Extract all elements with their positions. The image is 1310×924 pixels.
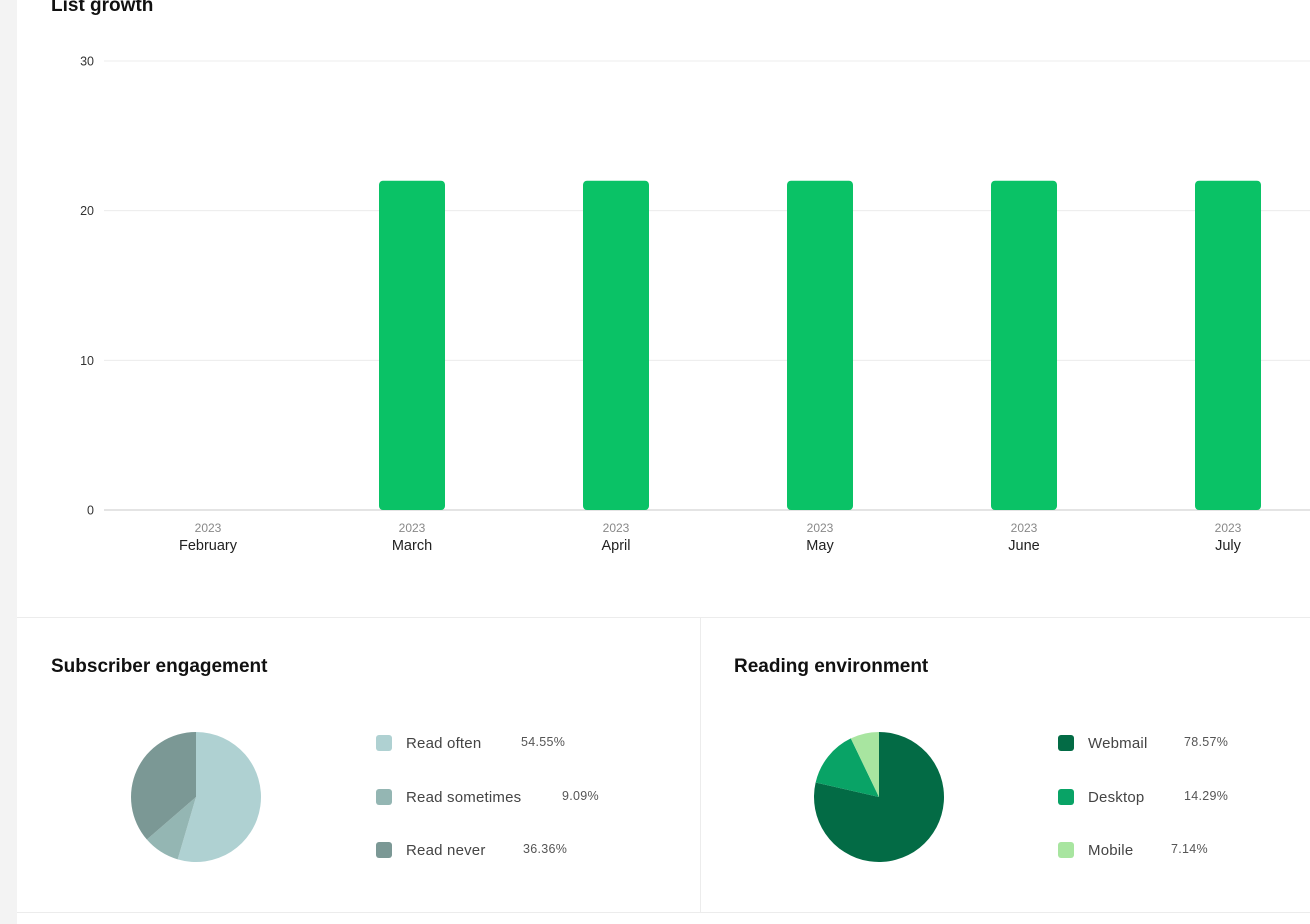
legend-mobile: Mobile <box>1058 840 1133 860</box>
legend-label-read-sometimes: Read sometimes <box>406 788 522 806</box>
legend-value-read-often: 54.55% <box>521 735 566 749</box>
x-tick-label-may: May <box>806 538 834 554</box>
legend-label-desktop: Desktop <box>1088 788 1145 806</box>
legend-value-webmail: 78.57% <box>1184 735 1229 749</box>
pie-slice-desktop[interactable] <box>815 738 879 797</box>
legend-swatch-mobile <box>1058 842 1074 858</box>
section-divider-bottom <box>17 912 1310 913</box>
list-growth-title: List growth <box>51 0 154 16</box>
legend-desktop: Desktop <box>1058 787 1144 807</box>
bar-july[interactable] <box>1195 180 1261 510</box>
legend-swatch-read-often <box>376 735 392 751</box>
x-tick-year-march: 2023 <box>399 521 426 535</box>
section-divider <box>17 617 1310 618</box>
legend-read-never: Read never <box>376 840 486 860</box>
x-tick-label-february: February <box>179 538 238 554</box>
legend-swatch-read-sometimes <box>376 789 392 805</box>
bar-march[interactable] <box>379 180 445 510</box>
y-tick-label-10: 10 <box>80 354 94 368</box>
legend-value-desktop: 14.29% <box>1184 789 1229 803</box>
pie-slice-mobile[interactable] <box>850 732 879 797</box>
x-tick-label-june: June <box>1008 538 1039 554</box>
bar-may[interactable] <box>787 180 853 510</box>
legend-webmail: Webmail <box>1058 733 1147 753</box>
pie-slice-webmail[interactable] <box>814 732 945 862</box>
x-tick-year-may: 2023 <box>807 521 834 535</box>
pie-slice-read-never[interactable] <box>131 732 196 840</box>
y-tick-label-30: 30 <box>80 55 94 69</box>
legend-label-read-never: Read never <box>406 841 486 859</box>
x-tick-label-july: July <box>1215 538 1242 554</box>
bar-april[interactable] <box>583 180 649 510</box>
subscriber-engagement-pie <box>131 732 262 862</box>
legend-label-read-often: Read often <box>406 734 482 752</box>
x-tick-year-april: 2023 <box>603 521 630 535</box>
x-tick-year-july: 2023 <box>1215 521 1242 535</box>
legend-value-mobile: 7.14% <box>1171 842 1208 856</box>
x-tick-label-april: April <box>601 538 630 554</box>
x-tick-year-june: 2023 <box>1011 521 1038 535</box>
legend-swatch-read-never <box>376 842 392 858</box>
legend-value-read-never: 36.36% <box>523 842 568 856</box>
y-tick-label-0: 0 <box>87 504 94 518</box>
list-growth-chart: 0 10 20 30 2023 February 2023 March 2023 April 202… <box>80 55 1310 554</box>
legend-label-mobile: Mobile <box>1088 841 1134 859</box>
legend-swatch-webmail <box>1058 735 1074 751</box>
reading-environment-pie <box>814 732 945 862</box>
x-tick-year-february: 2023 <box>195 521 222 535</box>
pie-slice-read-often[interactable] <box>177 732 262 862</box>
legend-read-sometimes: Read sometimes <box>376 787 521 807</box>
x-tick-label-march: March <box>392 538 432 554</box>
legend-read-often: Read often <box>376 733 481 753</box>
column-divider <box>700 617 701 913</box>
reading-environment-title: Reading environment <box>734 656 929 677</box>
legend-value-read-sometimes: 9.09% <box>562 789 599 803</box>
pie-slice-read-sometimes[interactable] <box>146 797 196 860</box>
bar-june[interactable] <box>991 180 1057 510</box>
legend-label-webmail: Webmail <box>1088 734 1148 752</box>
legend-swatch-desktop <box>1058 789 1074 805</box>
y-tick-label-20: 20 <box>80 204 94 218</box>
subscriber-engagement-title: Subscriber engagement <box>51 656 268 677</box>
